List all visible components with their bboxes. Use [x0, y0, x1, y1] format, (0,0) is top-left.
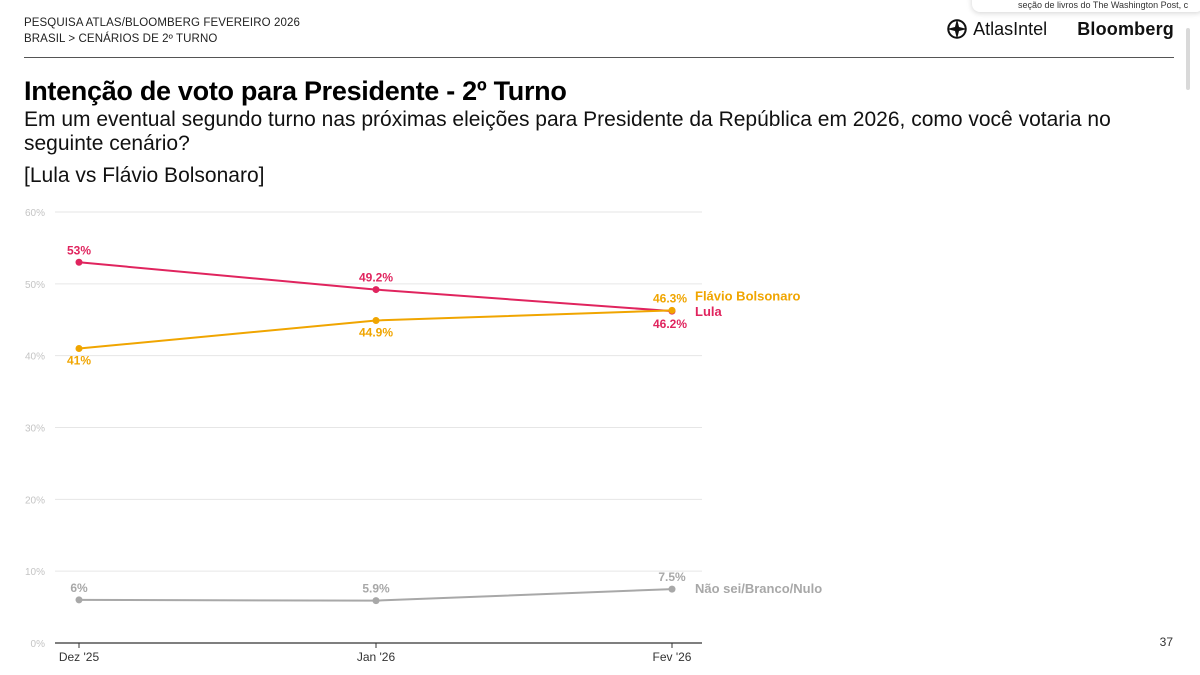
y-tick-label: 50% — [25, 280, 45, 291]
data-label-lula: 46.2% — [653, 317, 687, 331]
atlasintel-wordmark: AtlasIntel — [973, 18, 1048, 39]
atlasintel-logo: AtlasIntel — [946, 18, 1047, 40]
breadcrumb: BRASIL > CENÁRIOS DE 2º TURNO — [24, 31, 300, 47]
y-tick-label: 60% — [25, 208, 45, 219]
data-labels: 53% 49.2% 46.2% Lula 41% 44.9% 46.3% Flávio Bol… — [67, 243, 822, 596]
chart-subtitle: Em um eventual segundo turno nas próxima… — [24, 108, 1111, 155]
data-point-nao-sei-branco-nulo — [75, 596, 83, 604]
breadcrumb-current: CENÁRIOS DE 2º TURNO — [78, 33, 218, 45]
bloomberg-logo: Bloomberg — [1077, 18, 1174, 39]
scenario-label: [Lula vs Flávio Bolsonaro] — [24, 164, 265, 187]
data-label-flavio-bolsonaro: 44.9% — [359, 325, 393, 339]
y-tick-label: 0% — [31, 639, 46, 650]
y-tick-label: 20% — [25, 495, 45, 506]
brand-logos: AtlasIntel Bloomberg — [946, 18, 1174, 40]
data-point-nao-sei-branco-nulo — [668, 585, 676, 593]
x-tick-label: Fev '26 — [653, 650, 692, 664]
series-name-flavio-bolsonaro: Flávio Bolsonaro — [695, 288, 801, 303]
scrollbar[interactable] — [1186, 28, 1190, 90]
data-label-lula: 53% — [67, 243, 91, 257]
data-label-lula: 49.2% — [359, 271, 393, 285]
y-axis-ticks: 0% 10% 20% 30% 40% 50% 60% — [25, 208, 45, 650]
page-number: 37 — [1159, 635, 1173, 649]
x-tick-label: Dez '25 — [59, 650, 100, 664]
series-name-nao-sei-branco-nulo: Não sei/Branco/Nulo — [695, 581, 822, 596]
series-name-lula: Lula — [695, 304, 722, 319]
report-header: PESQUISA ATLAS/BLOOMBERG FEVEREIRO 2026 … — [24, 15, 300, 47]
x-axis: Dez '25 Jan '26 Fev '26 — [55, 642, 702, 664]
data-point-lula — [75, 258, 83, 266]
y-tick-label: 40% — [25, 352, 45, 363]
x-tick-label: Jan '26 — [357, 650, 396, 664]
data-label-flavio-bolsonaro: 46.3% — [653, 291, 687, 305]
data-point-flavio-bolsonaro — [75, 344, 83, 352]
atlasintel-icon — [947, 18, 968, 40]
y-tick-label: 30% — [25, 424, 45, 435]
data-label-nao-sei-branco-nulo: 5.9% — [362, 582, 390, 596]
breadcrumb-separator: > — [68, 33, 76, 45]
grid-lines — [55, 211, 702, 572]
report-title: PESQUISA ATLAS/BLOOMBERG FEVEREIRO 2026 — [24, 17, 300, 29]
breadcrumb-root: BRASIL — [24, 33, 66, 45]
data-point-flavio-bolsonaro — [372, 316, 380, 324]
tooltip-popup: seção de livros do The Washington Post, … — [972, 0, 1200, 12]
header-divider — [24, 57, 1174, 58]
popup-text: seção de livros do The Washington Post, … — [1018, 0, 1189, 10]
data-point-nao-sei-branco-nulo — [372, 597, 380, 605]
data-point-flavio-bolsonaro — [668, 306, 676, 314]
y-tick-label: 10% — [25, 567, 45, 578]
data-label-nao-sei-branco-nulo: 7.5% — [658, 570, 686, 584]
chart-title: Intenção de voto para Presidente - 2º Tu… — [24, 76, 567, 106]
data-label-nao-sei-branco-nulo: 6% — [70, 581, 88, 595]
series — [75, 258, 676, 605]
data-label-flavio-bolsonaro: 41% — [67, 353, 91, 367]
data-point-lula — [372, 286, 380, 294]
